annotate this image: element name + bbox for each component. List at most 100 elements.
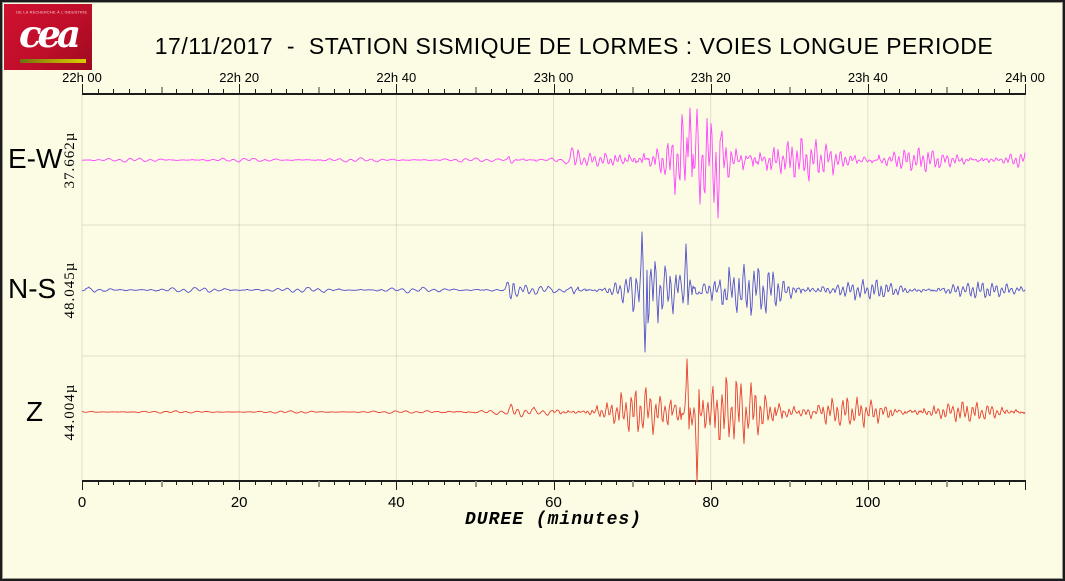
bottom-axis-tick — [317, 481, 320, 487]
bottom-axis-tick — [1009, 481, 1011, 485]
bottom-axis-tick — [443, 481, 445, 485]
bottom-axis-tick — [160, 481, 163, 487]
bottom-axis-tick-label: 0 — [77, 494, 87, 511]
top-axis-tick — [836, 89, 838, 93]
top-axis-tick — [506, 89, 508, 93]
bottom-axis-tick — [333, 481, 335, 485]
bottom-axis-tick — [522, 481, 524, 485]
bottom-axis-tick — [663, 481, 665, 485]
channel-label-z: Z — [26, 396, 44, 427]
top-axis-tick — [710, 84, 712, 93]
top-axis-tick — [867, 84, 869, 93]
bottom-axis-tick — [286, 481, 288, 485]
x-axis-label: DUREE (minutes) — [464, 510, 643, 530]
bottom-axis-tick — [302, 481, 303, 485]
top-axis-tick-label: 23h 40 — [847, 70, 888, 85]
top-axis-tick — [977, 89, 979, 93]
top-axis-tick — [1009, 89, 1011, 93]
top-axis-tick — [459, 89, 461, 93]
top-axis-tick — [207, 89, 209, 93]
bottom-axis-tick — [742, 481, 744, 485]
bottom-axis-tick — [710, 481, 712, 490]
top-axis-tick — [679, 89, 681, 93]
top-axis-tick — [742, 89, 744, 93]
trace-ew — [81, 107, 1026, 219]
bottom-axis-tick — [852, 481, 854, 485]
bottom-axis-tick — [647, 481, 649, 485]
bottom-axis-tick-label: 100 — [855, 494, 881, 511]
top-axis-tick-label: 23h 20 — [690, 70, 731, 85]
top-axis-tick — [899, 89, 901, 93]
bottom-axis-tick — [805, 481, 806, 485]
top-axis-tick — [443, 89, 445, 93]
top-axis-tick — [600, 89, 602, 93]
bottom-axis-tick — [993, 481, 995, 485]
bottom-axis-tick — [773, 481, 775, 485]
bottom-axis-tick — [1025, 481, 1026, 490]
top-axis-tick — [349, 89, 351, 93]
cea-tagline: DE LA RECHERCHE À L'INDUSTRIE — [16, 10, 88, 16]
top-axis-tick — [820, 89, 822, 93]
bottom-axis-tick-label: 60 — [545, 494, 562, 511]
bottom-axis-tick — [946, 481, 949, 487]
bottom-axis-tick-label: 80 — [702, 494, 720, 511]
top-axis-tick — [726, 89, 728, 93]
bottom-axis-tick — [474, 481, 477, 487]
bottom-axis-tick — [553, 481, 555, 490]
bottom-axis-tick — [820, 481, 822, 485]
top-axis-tick — [412, 89, 414, 93]
top-axis-tick-label: 22h 00 — [62, 70, 102, 85]
bottom-axis-tick — [883, 481, 885, 485]
trace-z — [81, 358, 1026, 483]
bottom-axis-tick — [380, 481, 382, 485]
cea-wordmark: cea — [18, 12, 81, 56]
top-axis-tick — [695, 89, 696, 93]
bottom-axis-tick — [113, 481, 115, 485]
top-axis-tick — [223, 89, 225, 93]
bottom-axis-tick — [679, 481, 681, 485]
top-axis-tick — [144, 89, 146, 93]
bottom-axis-tick — [569, 481, 571, 485]
top-axis-tick — [773, 89, 775, 93]
top-axis-tick — [333, 89, 335, 93]
bottom-axis-tick — [867, 481, 869, 490]
top-axis-tick — [647, 89, 649, 93]
top-axis-tick — [584, 89, 586, 93]
bottom-axis-tick — [239, 481, 241, 490]
bottom-axis-tick — [270, 481, 272, 485]
top-axis-tick — [176, 89, 178, 93]
cea-logo: DE LA RECHERCHE À L'INDUSTRIE cea — [4, 4, 92, 70]
top-axis-tick — [160, 87, 163, 93]
top-axis-tick — [632, 87, 635, 93]
top-axis-tick — [553, 84, 555, 93]
top-axis-tick — [82, 84, 83, 93]
top-axis-tick — [364, 89, 366, 93]
top-axis-tick — [962, 89, 964, 93]
page-title: 17/11/2017 - STATION SISMIQUE DE LORMES … — [154, 33, 994, 59]
bottom-axis-tick — [930, 481, 932, 485]
top-axis-tick — [1025, 84, 1026, 93]
bottom-axis-tick — [427, 481, 429, 485]
top-axis-tick-label: 22h 20 — [219, 70, 260, 85]
top-axis-tick — [317, 87, 320, 93]
bottom-axis-tick — [726, 481, 728, 485]
top-axis-tick — [239, 84, 241, 93]
bottom-axis-tick — [223, 481, 225, 485]
top-axis-tick — [757, 89, 759, 93]
top-axis-tick — [192, 89, 193, 93]
top-axis-tick — [380, 89, 382, 93]
cea-logo-bar — [20, 59, 86, 63]
bottom-axis-tick — [537, 481, 539, 485]
top-axis-tick — [474, 87, 477, 93]
bottom-axis-tick — [412, 481, 414, 485]
top-axis-tick — [930, 89, 932, 93]
bottom-axis-tick — [192, 481, 193, 485]
bottom-axis-tick — [915, 481, 916, 485]
bottom-axis-tick — [459, 481, 461, 485]
trace-ns — [81, 231, 1026, 353]
channel-label-ew: E-W — [8, 143, 63, 174]
top-axis-tick — [396, 84, 398, 93]
top-axis-tick — [852, 89, 854, 93]
bottom-axis-tick-label: 40 — [387, 494, 405, 511]
